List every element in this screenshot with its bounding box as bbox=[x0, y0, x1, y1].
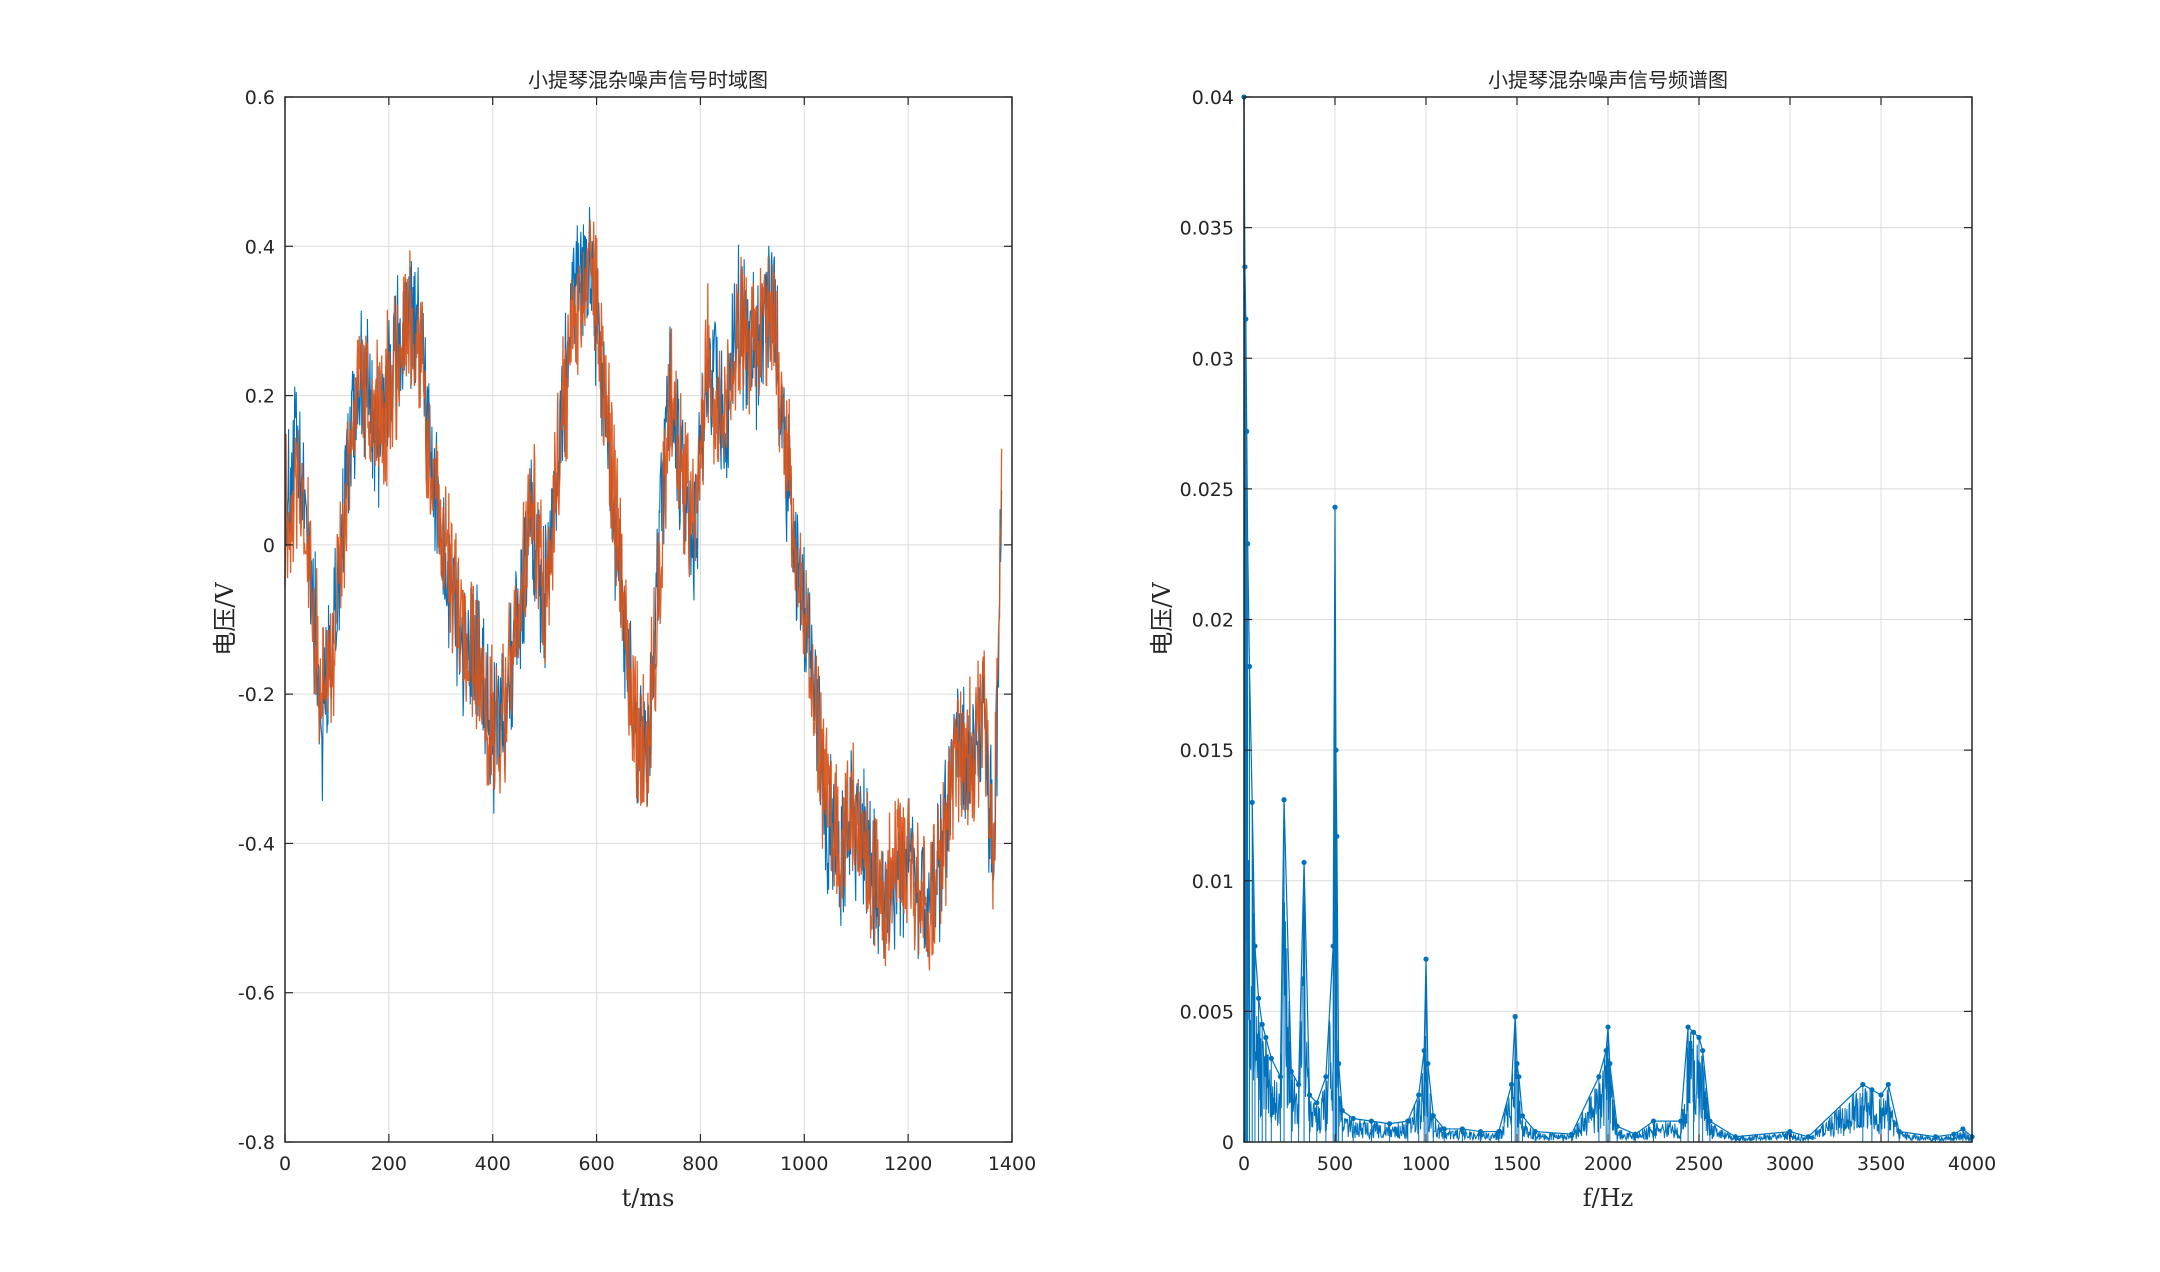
time-domain-ytick-label: 0 bbox=[263, 535, 275, 557]
spectrum-ytick-label: 0.04 bbox=[1192, 87, 1234, 109]
spectrum-xtick-label: 3500 bbox=[1857, 1153, 1905, 1175]
time-domain-xtick-label: 400 bbox=[475, 1153, 511, 1175]
time-domain-ytick-label: 0.6 bbox=[245, 87, 275, 109]
time-domain-series bbox=[284, 207, 1003, 971]
time-domain-xtick-label: 1000 bbox=[780, 1153, 828, 1175]
time-domain-ytick-label: -0.2 bbox=[238, 684, 275, 706]
time-domain-xtick-label: 1200 bbox=[884, 1153, 932, 1175]
spectrum-xlabel: f/Hz bbox=[1583, 1184, 1634, 1212]
spectrum-xtick-label: 1000 bbox=[1402, 1153, 1450, 1175]
spectrum-ytick-label: 0.015 bbox=[1180, 740, 1234, 762]
time-domain-ytick-label: -0.4 bbox=[238, 833, 275, 855]
time-domain-axes: 0 200 400 600 800 1000 1200 1400 -0.8 -0.6 -0.4 -0.… bbox=[211, 68, 1036, 1212]
time-domain-xtick-label: 600 bbox=[578, 1153, 614, 1175]
spectrum-ytick-label: 0.03 bbox=[1192, 348, 1234, 370]
spectrum-xtick-label: 0 bbox=[1238, 1153, 1250, 1175]
time-domain-ticks: 0 200 400 600 800 1000 1200 1400 -0.8 -0.6 -0.4 -0.… bbox=[238, 87, 1036, 1175]
time-domain-ytick-label: -0.8 bbox=[238, 1132, 275, 1154]
time-domain-axes-box bbox=[284, 96, 1013, 1143]
spectrum-ytick-label: 0.035 bbox=[1180, 218, 1234, 240]
spectrum-xtick-label: 2500 bbox=[1675, 1153, 1723, 1175]
time-domain-plot-area bbox=[285, 97, 1012, 1142]
spectrum-ytick-label: 0.02 bbox=[1192, 610, 1234, 632]
time-domain-xtick-label: 800 bbox=[682, 1153, 718, 1175]
time-domain-series-line bbox=[284, 219, 1003, 971]
spectrum-ytick-label: 0.025 bbox=[1180, 479, 1234, 501]
spectrum-xtick-label: 4000 bbox=[1948, 1153, 1996, 1175]
spectrum-xtick-label: 3000 bbox=[1766, 1153, 1814, 1175]
time-domain-title: 小提琴混杂噪声信号时域图 bbox=[528, 68, 768, 92]
time-domain-xtick-label: 200 bbox=[371, 1153, 407, 1175]
time-domain-ylabel: 电压/V bbox=[211, 582, 239, 656]
time-domain-ytick-label: -0.6 bbox=[238, 983, 275, 1005]
spectrum-xtick-label: 500 bbox=[1317, 1153, 1353, 1175]
spectrum-ytick-label: 0 bbox=[1222, 1132, 1234, 1154]
time-domain-xtick-label: 1400 bbox=[988, 1153, 1036, 1175]
spectrum-series bbox=[1241, 94, 1975, 1143]
time-domain-ytick-label: 0.2 bbox=[245, 386, 275, 408]
spectrum-ticks: 0 500 1000 1500 2000 2500 3000 3500 4000 0 0.005 0.… bbox=[1180, 87, 1997, 1175]
spectrum-title: 小提琴混杂噪声信号频谱图 bbox=[1488, 68, 1728, 92]
spectrum-xtick-label: 2000 bbox=[1584, 1153, 1632, 1175]
time-domain-ytick-label: 0.4 bbox=[245, 236, 275, 258]
spectrum-ylabel: 电压/V bbox=[1148, 582, 1176, 656]
time-domain-xlabel: t/ms bbox=[622, 1184, 675, 1212]
spectrum-xtick-label: 1500 bbox=[1493, 1153, 1541, 1175]
spectrum-axes: 0 500 1000 1500 2000 2500 3000 3500 4000 0 0.005 0.… bbox=[1148, 68, 1996, 1212]
spectrum-ytick-label: 0.01 bbox=[1192, 871, 1234, 893]
spectrum-ytick-label: 0.005 bbox=[1180, 1001, 1234, 1023]
time-domain-xtick-label: 0 bbox=[279, 1153, 291, 1175]
